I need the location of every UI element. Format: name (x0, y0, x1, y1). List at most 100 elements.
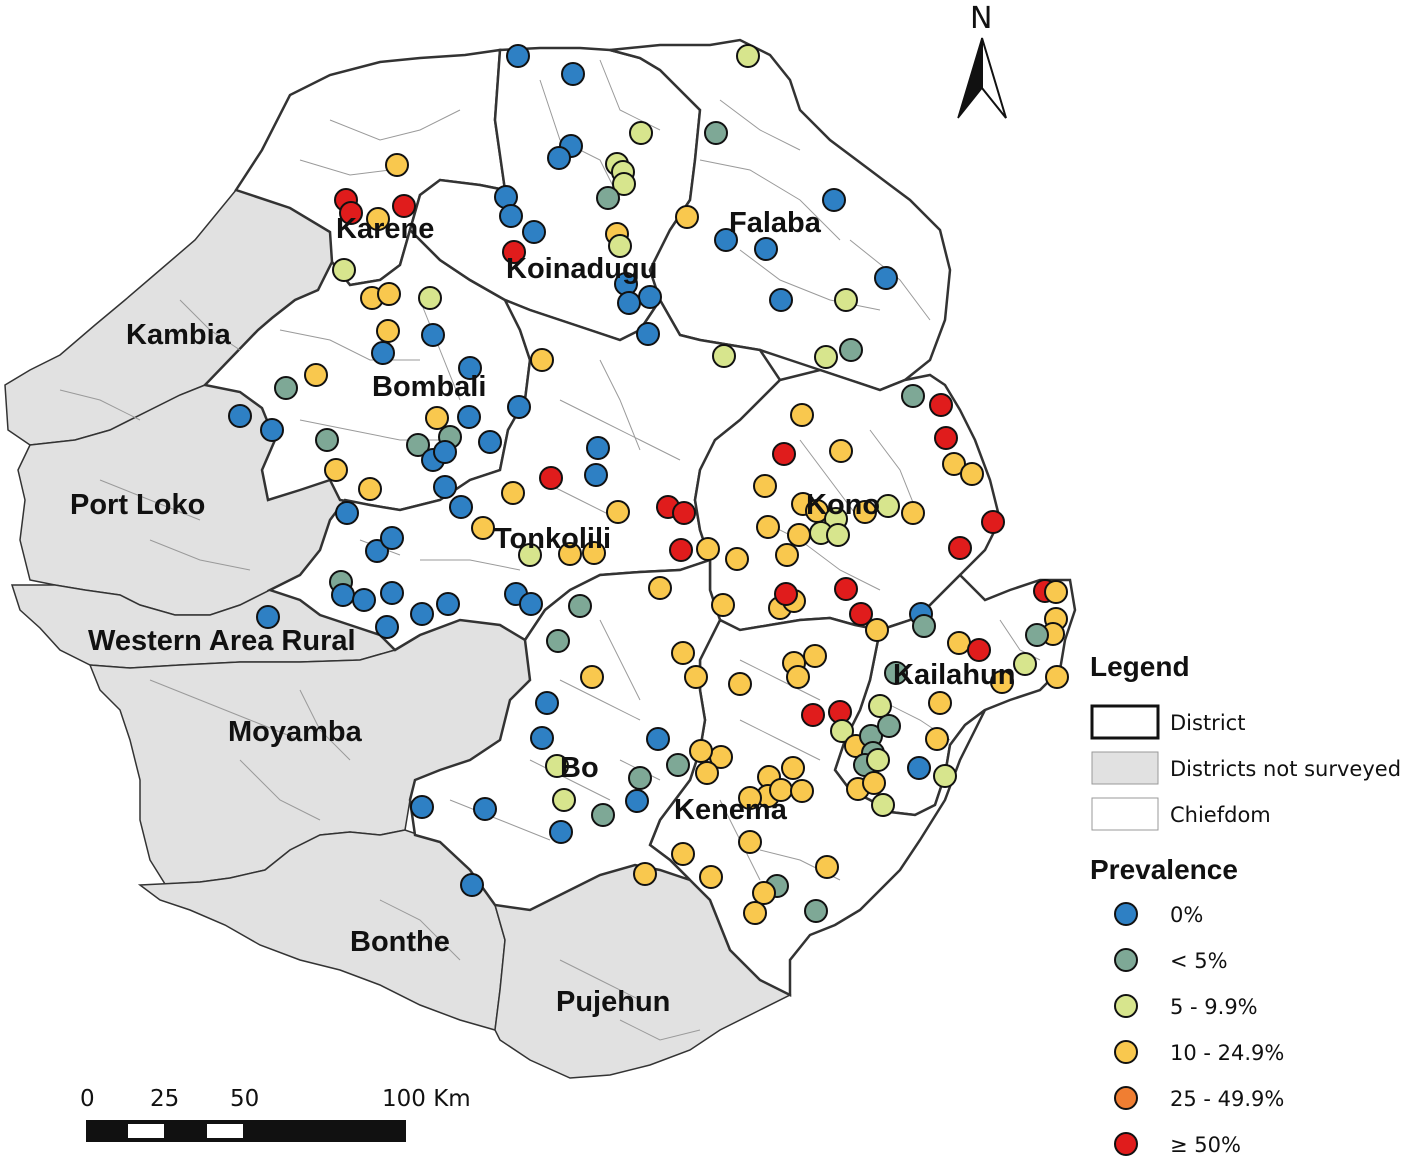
survey-site-marker (1025, 623, 1049, 647)
survey-site-marker (410, 602, 434, 626)
survey-site-marker (507, 395, 531, 419)
survey-site-marker (582, 541, 606, 565)
survey-site-marker (458, 356, 482, 380)
legend-class-label: 0% (1170, 903, 1203, 927)
survey-site-marker (636, 322, 660, 346)
survey-site-marker (425, 406, 449, 430)
survey-site-marker (535, 691, 559, 715)
survey-site-marker (871, 793, 895, 817)
survey-site-marker (617, 291, 641, 315)
label-bombali: Bombali (372, 371, 486, 403)
survey-site-marker (638, 285, 662, 309)
survey-site-marker (815, 855, 839, 879)
survey-site-marker (672, 501, 696, 525)
label-western-area-rural: Western Area Rural (88, 625, 356, 657)
legend: Legend District Districts not surveyed C… (1090, 651, 1401, 1157)
survey-site-marker (775, 543, 799, 567)
survey-site-marker (522, 220, 546, 244)
survey-site-marker (790, 403, 814, 427)
survey-site-marker (392, 194, 416, 218)
survey-site-marker (712, 344, 736, 368)
survey-site-marker (696, 537, 720, 561)
survey-site-marker (743, 901, 767, 925)
survey-site-marker (907, 756, 931, 780)
survey-site-marker (738, 786, 762, 810)
survey-site-marker (929, 393, 953, 417)
survey-site-marker (568, 594, 592, 618)
survey-site-marker (738, 830, 762, 854)
survey-site-marker (433, 475, 457, 499)
survey-site-marker (274, 376, 298, 400)
survey-site-marker (375, 615, 399, 639)
survey-site-marker (501, 481, 525, 505)
survey-site-marker (769, 288, 793, 312)
survey-site-marker (839, 338, 863, 362)
survey-site-marker (689, 739, 713, 763)
survey-site-marker (704, 121, 728, 145)
survey-site-marker (948, 536, 972, 560)
survey-site-marker (518, 543, 542, 567)
survey-site-marker (646, 727, 670, 751)
survey-site-marker (371, 341, 395, 365)
survey-site-marker (380, 526, 404, 550)
label-kailahun: Kailahun (893, 659, 1015, 691)
survey-site-marker (853, 500, 877, 524)
label-kambia: Kambia (126, 319, 232, 351)
survey-site-marker (834, 577, 858, 601)
survey-site-marker (866, 748, 890, 772)
survey-site-marker (473, 797, 497, 821)
survey-site-marker (471, 516, 495, 540)
legend-class-label: 10 - 24.9% (1170, 1041, 1284, 1065)
legend-district-swatch (1090, 704, 1160, 740)
survey-site-marker (714, 228, 738, 252)
survey-site-marker (1044, 580, 1068, 604)
survey-site-marker (549, 820, 573, 844)
survey-site-marker (502, 240, 526, 264)
survey-site-marker (830, 719, 854, 743)
scale-bar-gap (128, 1124, 164, 1138)
scale-bar-gap (207, 1124, 243, 1138)
survey-site-marker (457, 405, 481, 429)
legend-class-swatch (1114, 1132, 1138, 1156)
survey-site-marker (561, 62, 585, 86)
survey-site-marker (787, 523, 811, 547)
survey-site-marker (539, 466, 563, 490)
survey-sites (228, 44, 1069, 925)
survey-site-marker (912, 614, 936, 638)
survey-site-marker (865, 618, 889, 642)
survey-site-marker (829, 439, 853, 463)
survey-site-marker (612, 172, 636, 196)
survey-site-marker (591, 803, 615, 827)
label-pujehun: Pujehun (556, 986, 670, 1018)
survey-site-marker (366, 207, 390, 231)
label-karene: Karene (336, 213, 434, 245)
legend-class-label: < 5% (1170, 949, 1228, 973)
survey-site-marker (584, 463, 608, 487)
survey-site-marker (671, 842, 695, 866)
survey-site-marker (772, 442, 796, 466)
survey-site-marker (754, 237, 778, 261)
scale-tick-100: 100 Km (382, 1086, 471, 1112)
survey-site-marker (530, 348, 554, 372)
survey-site-marker (967, 638, 991, 662)
survey-site-marker (358, 477, 382, 501)
survey-site-marker (332, 258, 356, 282)
survey-site-marker (960, 462, 984, 486)
survey-site-marker (606, 500, 630, 524)
north-arrow-icon (957, 37, 983, 119)
survey-site-marker (376, 319, 400, 343)
legend-class-label: 5 - 9.9% (1170, 995, 1258, 1019)
north-arrow: N (957, 1, 1007, 119)
legend-class-swatch (1114, 1040, 1138, 1064)
legend-prevalence-title: Prevalence (1090, 854, 1238, 885)
survey-site-marker (933, 764, 957, 788)
survey-site-marker (506, 44, 530, 68)
survey-site-marker (365, 539, 389, 563)
district-labels: Karene Koinadugu Falaba Kambia Bombali P… (70, 207, 1015, 1018)
survey-site-marker (421, 323, 445, 347)
survey-site-marker (628, 766, 652, 790)
legend-class-swatch (1114, 994, 1138, 1018)
survey-site-marker (711, 593, 735, 617)
survey-site-marker (552, 788, 576, 812)
